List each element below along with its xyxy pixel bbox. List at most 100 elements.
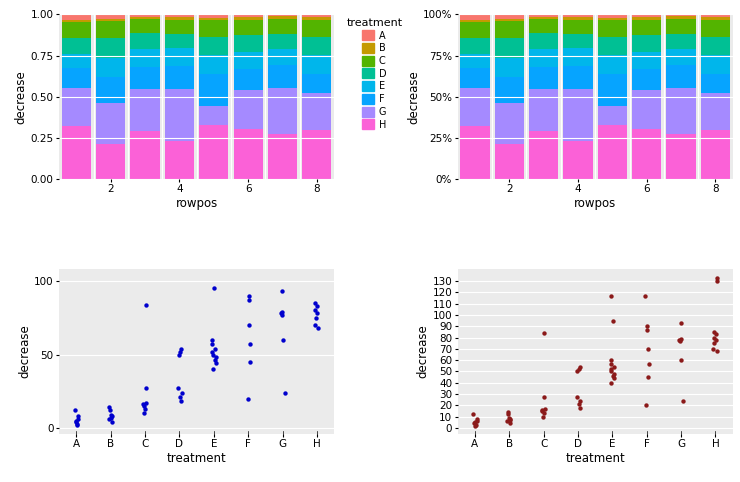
Bar [130, 17, 160, 19]
Point [276, 308, 288, 316]
Point [207, 365, 219, 373]
Bar [165, 20, 194, 34]
Point [175, 345, 187, 352]
Point [605, 356, 616, 364]
Point [243, 296, 255, 304]
Point [605, 368, 617, 375]
Point [106, 412, 118, 420]
Bar [494, 21, 524, 38]
Point [642, 345, 653, 353]
Point [676, 356, 687, 364]
Bar [667, 88, 696, 134]
Point [275, 309, 286, 317]
Point [141, 399, 152, 407]
Point [677, 397, 689, 405]
Bar [61, 20, 91, 22]
Point [710, 330, 722, 338]
Point [72, 412, 84, 420]
Bar [563, 17, 593, 20]
Point [138, 401, 149, 408]
Point [241, 252, 253, 260]
Point [571, 394, 583, 402]
X-axis label: rowpos: rowpos [175, 197, 218, 210]
Bar [234, 35, 263, 53]
Bar [563, 14, 593, 17]
Point [607, 317, 619, 324]
Bar [165, 48, 194, 66]
Bar [460, 125, 490, 179]
Bar [61, 22, 91, 38]
Point [276, 311, 288, 319]
Point [105, 414, 117, 421]
Bar [529, 49, 558, 67]
Point [503, 414, 515, 422]
Point [539, 394, 551, 402]
Point [69, 406, 81, 414]
Bar [632, 90, 662, 129]
Bar [494, 57, 524, 78]
Bar [61, 125, 91, 179]
Point [138, 409, 150, 417]
Point [642, 373, 654, 381]
Point [502, 408, 514, 416]
Point [243, 358, 255, 366]
X-axis label: treatment: treatment [565, 452, 625, 465]
Point [313, 229, 325, 237]
Bar [460, 20, 490, 22]
Point [708, 339, 720, 347]
Point [471, 415, 482, 423]
Point [675, 319, 687, 327]
Legend: A, B, C, D, E, F, G, H: A, B, C, D, E, F, G, H [344, 16, 405, 132]
Point [574, 363, 586, 371]
Bar [667, 19, 696, 34]
Bar [563, 66, 593, 89]
Bar [268, 49, 297, 66]
Bar [563, 34, 593, 48]
Point [502, 417, 514, 425]
Point [309, 299, 321, 307]
Point [538, 409, 550, 417]
Point [138, 402, 149, 410]
Point [470, 421, 482, 428]
Bar [598, 20, 627, 37]
Point [469, 418, 481, 426]
Point [309, 307, 321, 314]
Bar [302, 14, 332, 16]
Point [140, 301, 152, 308]
Bar [460, 54, 490, 68]
Bar [199, 125, 229, 179]
Point [608, 375, 620, 382]
Point [173, 351, 185, 359]
Point [244, 340, 256, 348]
Point [206, 252, 218, 260]
Point [70, 421, 82, 429]
Bar [61, 14, 91, 20]
Point [70, 417, 82, 425]
Point [574, 404, 586, 412]
Point [605, 292, 616, 300]
Bar [268, 66, 297, 88]
Point [469, 422, 481, 429]
Bar [598, 54, 627, 74]
Bar [268, 88, 297, 134]
Bar [165, 14, 194, 17]
Point [104, 403, 115, 411]
Bar [460, 38, 490, 54]
Bar [598, 14, 627, 17]
Point [536, 407, 548, 415]
Bar [268, 16, 297, 19]
Point [642, 360, 654, 367]
Bar [268, 14, 297, 16]
Bar [199, 74, 229, 106]
Point [605, 365, 616, 373]
Bar [96, 103, 125, 144]
Point [642, 326, 653, 334]
Bar [632, 69, 662, 90]
Y-axis label: decrease: decrease [417, 325, 430, 378]
Y-axis label: decrease: decrease [18, 325, 31, 378]
Bar [494, 144, 524, 179]
Bar [96, 57, 125, 78]
Bar [598, 37, 627, 54]
Bar [563, 89, 593, 141]
Point [539, 405, 551, 413]
